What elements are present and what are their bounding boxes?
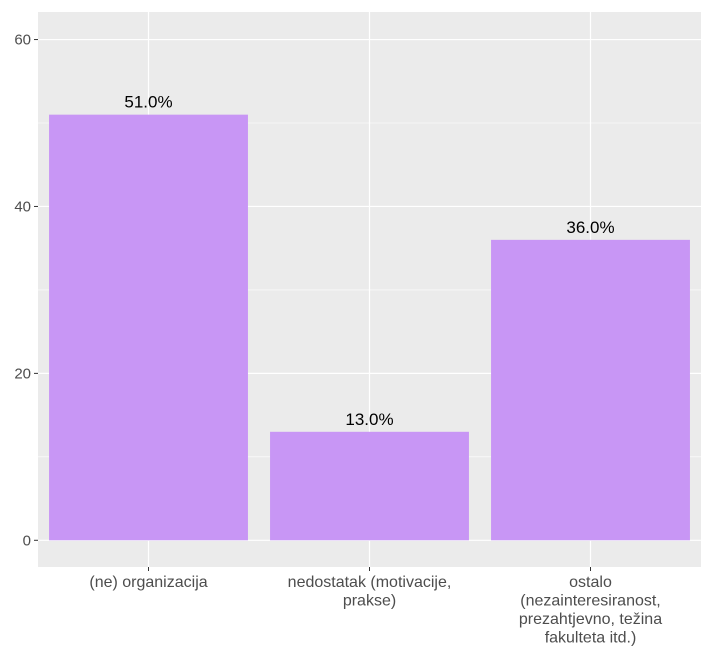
x-tick-label: ostalo (nezainteresiranost, prezahtjevno, … xyxy=(519,574,662,647)
data-label: 13.0% xyxy=(345,410,393,429)
x-tick-label-line: ostalo xyxy=(569,574,612,591)
x-axis: (ne) organizacija nedostatak (motivacije,… xyxy=(89,567,662,647)
x-tick-label-line: prezahtjevno, težina xyxy=(519,611,662,628)
data-label: 36.0% xyxy=(566,218,614,237)
y-tick-label: 60 xyxy=(14,32,31,49)
bars xyxy=(49,114,690,541)
bar xyxy=(491,239,690,541)
x-tick-label-line: fakulteta itd.) xyxy=(545,630,637,647)
y-tick-label: 20 xyxy=(14,365,31,382)
data-labels: 51.0% 13.0% 36.0% xyxy=(124,93,614,429)
data-label: 51.0% xyxy=(124,93,172,112)
x-tick-label: (ne) organizacija xyxy=(89,574,207,591)
bar xyxy=(270,431,469,541)
x-tick-label: nedostatak (motivacije, prakse) xyxy=(288,574,452,610)
bar xyxy=(49,114,248,541)
x-tick-label-line: prakse) xyxy=(343,593,396,610)
x-tick-label-line: (ne) organizacija xyxy=(89,574,207,591)
x-tick-label-line: nedostatak (motivacije, xyxy=(288,574,452,591)
x-tick-label-line: (nezainteresiranost, xyxy=(520,593,661,610)
y-axis: 0 20 40 60 xyxy=(14,32,38,549)
y-tick-label: 0 xyxy=(23,532,31,549)
y-tick-label: 40 xyxy=(14,198,31,215)
